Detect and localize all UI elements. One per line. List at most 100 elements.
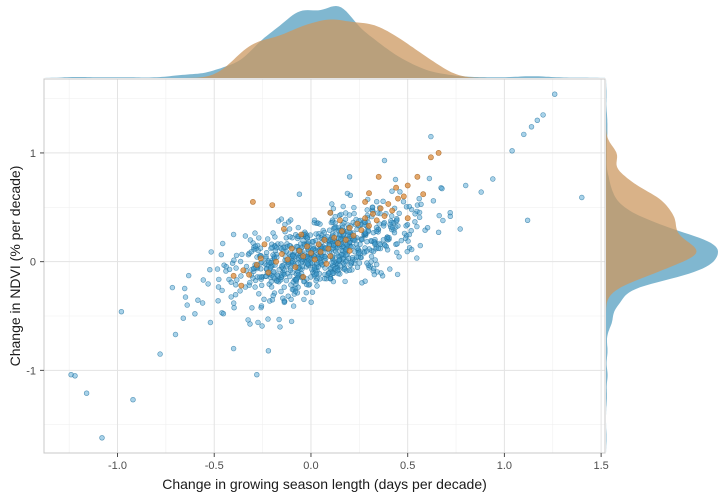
point-blue	[301, 296, 307, 303]
point-blue	[259, 282, 265, 288]
point-orange	[261, 241, 268, 248]
point-blue	[257, 245, 264, 251]
point-blue	[256, 291, 262, 297]
point-blue	[233, 265, 239, 271]
point-blue	[396, 210, 402, 217]
point-blue	[346, 174, 353, 180]
point-blue	[231, 300, 237, 306]
point-blue	[252, 230, 258, 236]
point-blue	[256, 235, 262, 241]
y-axis-ticks: -1 0 1	[26, 148, 44, 377]
point-blue	[72, 373, 78, 379]
point-blue	[332, 224, 338, 230]
point-blue	[276, 316, 282, 323]
point-orange	[354, 220, 361, 227]
point-blue	[394, 249, 400, 256]
point-blue	[439, 185, 445, 192]
point-blue	[336, 257, 342, 263]
point-blue	[247, 321, 253, 327]
point-blue	[414, 223, 420, 230]
x-tick-label: 0.0	[303, 460, 318, 472]
point-orange	[249, 198, 256, 205]
point-blue	[270, 230, 276, 236]
point-blue	[243, 263, 250, 270]
point-orange	[400, 193, 407, 200]
point-blue	[254, 372, 260, 378]
point-blue	[329, 270, 336, 276]
point-blue	[278, 288, 284, 295]
point-orange	[366, 190, 372, 197]
point-blue	[283, 249, 290, 255]
point-blue	[321, 275, 328, 282]
point-blue	[268, 284, 275, 290]
point-blue	[269, 244, 275, 251]
point-blue	[528, 124, 535, 130]
top-marginal-density	[44, 6, 605, 78]
point-blue	[257, 274, 263, 280]
point-blue	[311, 217, 318, 223]
y-axis-title: Change in NDVI (% per decade)	[7, 166, 23, 367]
point-blue	[350, 257, 356, 263]
point-blue	[83, 390, 90, 396]
point-blue	[267, 298, 273, 304]
point-blue	[180, 315, 187, 321]
point-orange	[238, 282, 245, 289]
point-blue	[279, 246, 285, 252]
point-blue	[416, 209, 423, 216]
point-blue	[314, 283, 320, 289]
point-blue	[409, 246, 415, 253]
point-blue	[215, 284, 222, 290]
point-blue	[273, 245, 279, 251]
point-blue	[281, 298, 287, 304]
x-axis-ticks: -1.0 -0.5 0.0 0.5 1.0 1.5	[108, 453, 609, 472]
point-blue	[293, 277, 299, 283]
point-blue	[283, 277, 289, 284]
right-density-orange	[606, 79, 697, 453]
point-blue	[263, 250, 270, 256]
point-blue	[370, 230, 377, 236]
point-blue	[279, 263, 285, 269]
point-blue	[195, 297, 201, 303]
point-blue	[270, 293, 276, 299]
point-blue	[237, 288, 243, 294]
point-blue	[278, 216, 285, 222]
point-blue	[157, 351, 163, 357]
point-orange	[369, 210, 376, 217]
point-blue	[373, 228, 380, 235]
point-blue	[579, 194, 585, 201]
point-blue	[286, 226, 293, 232]
point-blue	[296, 191, 303, 197]
point-orange	[346, 224, 353, 231]
point-blue	[382, 242, 388, 249]
x-tick-label: -0.5	[205, 460, 224, 472]
point-orange	[395, 195, 401, 202]
point-blue	[281, 271, 288, 278]
point-orange	[331, 234, 338, 241]
point-blue	[440, 217, 446, 224]
point-blue	[342, 278, 348, 285]
point-blue	[268, 279, 274, 285]
point-blue	[368, 253, 375, 260]
point-blue	[99, 435, 105, 441]
point-blue	[343, 259, 349, 265]
point-orange	[240, 267, 247, 274]
point-blue	[394, 216, 400, 222]
point-orange	[311, 256, 318, 263]
point-orange	[375, 173, 382, 180]
point-blue	[247, 279, 253, 286]
point-blue	[364, 260, 370, 266]
point-blue	[327, 266, 333, 272]
point-blue	[359, 280, 365, 286]
point-blue	[290, 253, 296, 259]
point-blue	[229, 260, 236, 266]
point-blue	[339, 251, 345, 258]
point-blue	[414, 255, 420, 261]
point-blue	[428, 133, 434, 140]
y-tick-label: 1	[30, 148, 36, 160]
point-blue	[380, 198, 386, 205]
point-blue	[447, 213, 453, 220]
point-blue	[478, 189, 484, 195]
point-blue	[207, 267, 213, 273]
point-blue	[220, 240, 226, 247]
point-blue	[418, 201, 424, 208]
